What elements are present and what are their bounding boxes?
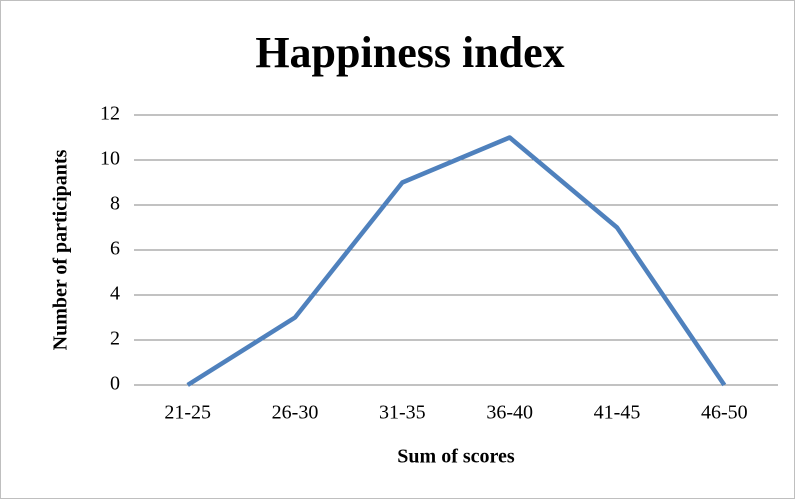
y-tick-label: 12 [100, 103, 120, 125]
y-tick-label: 0 [110, 373, 120, 395]
y-tick-label: 8 [110, 193, 120, 215]
x-tick-label: 26-30 [272, 402, 319, 424]
chart-title: Happiness index [255, 28, 564, 77]
y-tick-label: 6 [110, 238, 120, 260]
x-tick-label: 36-40 [486, 402, 533, 424]
x-tick-label: 46-50 [701, 402, 748, 424]
y-axis-label: Number of participants [50, 149, 72, 350]
x-tick-label: 31-35 [379, 402, 426, 424]
y-tick-label: 4 [110, 283, 120, 305]
y-tick-label: 2 [110, 328, 120, 350]
x-tick-label: 21-25 [164, 402, 211, 424]
data-line [186, 135, 727, 387]
y-tick-label: 10 [100, 148, 120, 170]
x-tick-label: 41-45 [594, 402, 641, 424]
x-axis-label: Sum of scores [397, 446, 515, 468]
